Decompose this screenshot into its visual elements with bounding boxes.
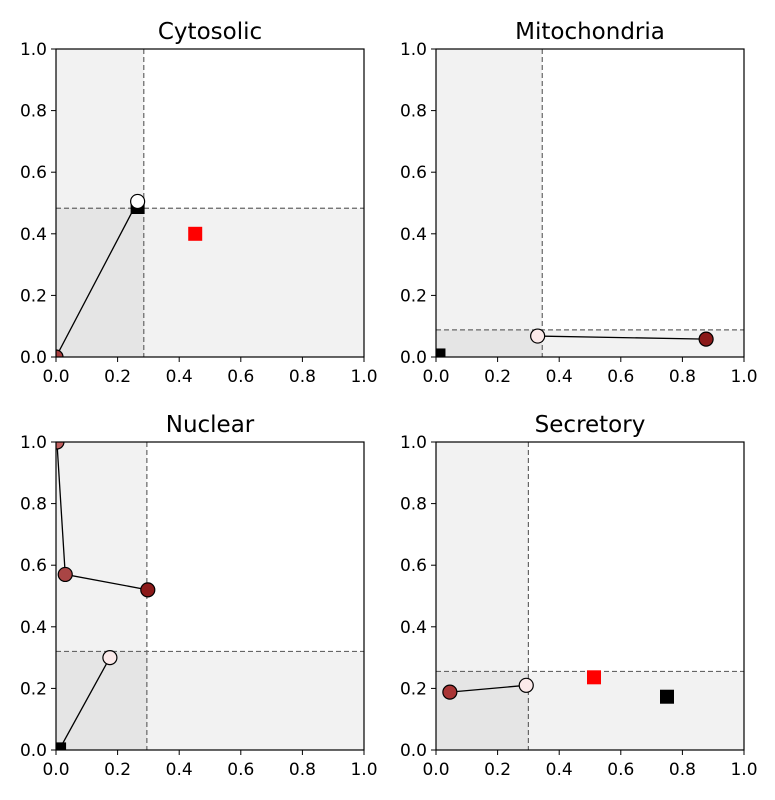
x-tick-label: 0.2: [484, 760, 511, 780]
x-tick-label: 1.0: [350, 760, 377, 780]
x-tick-label: 0.8: [289, 367, 316, 387]
x-tick-label: 0.2: [104, 367, 131, 387]
x-tick-label: 0.4: [166, 760, 193, 780]
region-bottom: [528, 671, 744, 750]
region-overlap: [56, 208, 144, 357]
subplot-1: 0.0 0.2 0.4 0.6 0.8 1.0 0.0 0.2 0.4 0.6 0.8 1.0 Mito…: [400, 19, 758, 387]
x-tick-label: 0.2: [484, 367, 511, 387]
data-point-0-0: [140, 582, 156, 598]
y-tick-label: 0.6: [400, 163, 427, 183]
x-tick-label: 0.0: [422, 367, 449, 387]
subplot-2: 0.0 0.2 0.4 0.6 0.8 1.0 0.0 0.2 0.4 0.6 0.8 1.0 Nucl…: [20, 412, 378, 780]
square-marker-1: [660, 689, 674, 704]
series-path-line: [449, 684, 527, 693]
data-point-0-0: [530, 328, 546, 344]
data-marks: [436, 328, 714, 357]
data-marks: [442, 670, 674, 704]
data-point-0-0: [56, 349, 64, 357]
y-tick-label: 1.0: [400, 433, 427, 453]
x-tick-label: 0.0: [42, 367, 69, 387]
x-tick-label: 0.6: [227, 760, 254, 780]
y-tick-label: 0.6: [20, 556, 47, 576]
y-tick-label: 0.6: [400, 556, 427, 576]
data-point-0-0: [442, 684, 458, 700]
region-bottom: [143, 208, 364, 357]
subplot-title: Nuclear: [166, 412, 255, 438]
series-path2-line: [58, 657, 111, 750]
data-point-0-1: [130, 193, 146, 210]
x-tick-label: 0.8: [669, 367, 696, 387]
square-marker-0: [436, 348, 446, 357]
axes-frame: [435, 48, 745, 358]
data-point-1-1: [102, 649, 118, 666]
x-tick-label: 0.4: [166, 367, 193, 387]
square-marker-0: [587, 670, 602, 685]
series-path-line: [537, 335, 707, 340]
x-tick-label: 0.8: [669, 760, 696, 780]
data-point-0-1: [57, 566, 73, 583]
data-marks: [56, 193, 203, 357]
x-tick-label: 0.4: [546, 367, 573, 387]
region-overlap: [56, 651, 147, 750]
data-point-0-1: [518, 677, 534, 693]
y-tick-label: 1.0: [20, 433, 47, 453]
y-tick-label: 0.8: [20, 102, 47, 122]
x-tick-label: 0.0: [422, 760, 449, 780]
x-tick-label: 0.4: [546, 760, 573, 780]
y-tick-label: 0.8: [400, 102, 427, 122]
region-bottom: [542, 329, 744, 357]
y-tick-label: 0.4: [400, 225, 427, 245]
region-bottom: [146, 651, 364, 750]
subplot-3: 0.0 0.2 0.4 0.6 0.8 1.0 0.0 0.2 0.4 0.6 0.8 1.0 Secr…: [400, 412, 758, 780]
x-tick-label: 0.0: [42, 760, 69, 780]
axes-frame: [435, 441, 745, 751]
y-tick-label: 0.2: [20, 679, 47, 699]
y-tick-label: 0.2: [20, 286, 47, 306]
y-tick-label: 0.0: [20, 348, 47, 368]
region-left: [436, 49, 543, 357]
y-tick-label: 0.8: [400, 495, 427, 515]
data-marks: [56, 442, 156, 750]
x-tick-label: 0.6: [227, 367, 254, 387]
region-overlap: [436, 329, 543, 357]
y-tick-label: 0.4: [20, 225, 47, 245]
subplot-title: Mitochondria: [515, 19, 665, 45]
x-tick-label: 1.0: [730, 367, 757, 387]
series-path-line: [56, 201, 139, 357]
x-tick-label: 0.2: [104, 760, 131, 780]
region-overlap: [436, 671, 529, 750]
subplot-0: 0.0 0.2 0.4 0.6 0.8 1.0 0.0 0.2 0.4 0.6 0.8 1.0 Cyto…: [20, 19, 378, 387]
axes-frame: [55, 441, 365, 751]
x-tick-label: 1.0: [350, 367, 377, 387]
x-tick-label: 1.0: [730, 760, 757, 780]
subplot-title: Cytosolic: [158, 19, 262, 45]
y-tick-label: 0.2: [400, 679, 427, 699]
square-marker-1: [188, 226, 203, 241]
y-tick-label: 0.8: [20, 495, 47, 515]
data-point-0-2: [56, 442, 65, 450]
y-tick-label: 0.0: [400, 741, 427, 761]
y-tick-label: 1.0: [400, 40, 427, 60]
y-tick-label: 0.2: [400, 286, 427, 306]
subplot-title: Secretory: [535, 412, 646, 438]
y-tick-label: 0.0: [400, 348, 427, 368]
y-tick-label: 0.4: [400, 618, 427, 638]
data-point-0-1: [698, 331, 714, 347]
y-tick-label: 0.6: [20, 163, 47, 183]
x-tick-label: 0.6: [607, 760, 634, 780]
square-marker-0: [56, 742, 67, 750]
x-tick-label: 0.8: [289, 760, 316, 780]
x-tick-label: 0.6: [607, 367, 634, 387]
y-tick-label: 1.0: [20, 40, 47, 60]
y-tick-label: 0.4: [20, 618, 47, 638]
y-tick-label: 0.0: [20, 741, 47, 761]
axes-frame: [55, 48, 365, 358]
